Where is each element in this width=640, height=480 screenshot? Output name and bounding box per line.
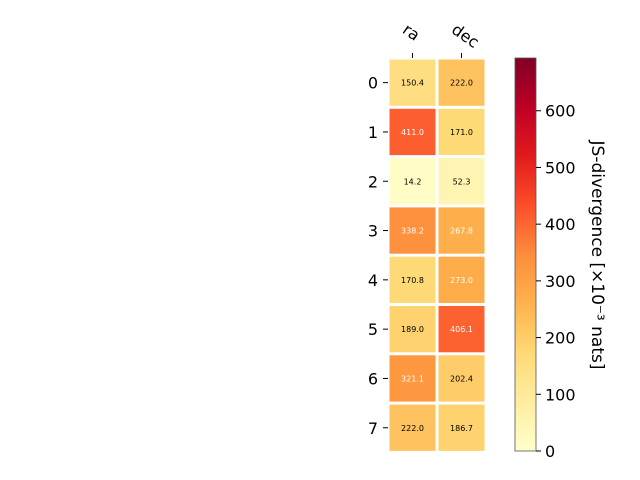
row-tick-label: 2 [368,172,378,191]
colorbar-tick-label: 100 [545,385,576,404]
heatmap-cell [438,355,485,402]
column-axis: ra dec [399,20,483,58]
colorbar-tick-label: 300 [545,272,576,291]
cell-value-label: 406.1 [450,325,473,334]
row-tick-label: 4 [368,271,378,290]
row-tick-label: 1 [368,123,378,142]
cell-value-label: 267.8 [450,227,473,236]
heatmap-cell [389,355,436,402]
heatmap-cell [438,108,485,156]
colorbar-label: JS-divergence [×10⁻³ nats] [587,140,607,370]
column-tick-label: dec [448,20,482,52]
row-tick-label: 0 [368,74,378,93]
row-tick-label: 5 [368,320,378,339]
row-axis: 0 1 2 3 4 5 6 7 [368,74,388,438]
heatmap-cell [438,158,485,205]
cell-value-label: 411.0 [401,128,424,137]
colorbar-tick-label: 500 [545,158,576,177]
cell-value-label: 222.0 [401,424,424,433]
cell-value-label: 202.4 [450,374,473,383]
colorbar: 0 100 200 300 400 500 600 [514,57,576,461]
column-tick-label: ra [399,20,423,45]
cell-value-label: 170.8 [401,276,424,285]
cell-value-label: 189.0 [401,325,424,334]
heatmap-cell [389,108,436,156]
heatmap-cell [438,306,485,353]
colorbar-tick-label: 200 [545,329,576,348]
cell-value-labels: 150.4 222.0 411.0 171.0 14.2 52.3 338.2 267.8 17… [401,79,473,433]
heatmap-cell [389,158,436,205]
cell-value-label: 222.0 [450,79,473,88]
colorbar-tick-label: 400 [545,215,576,234]
heatmap-cells [389,59,485,451]
heatmap-cell [438,207,485,254]
heatmap-cell [389,256,436,303]
cell-value-label: 321.1 [401,374,424,383]
heatmap-cell [389,207,436,254]
heatmap-cell [389,306,436,353]
cell-value-label: 186.7 [450,424,473,433]
row-tick-label: 3 [368,222,378,241]
cell-value-label: 14.2 [404,177,422,186]
colorbar-tick-label: 0 [545,442,555,461]
heatmap-cell [438,256,485,303]
cell-value-label: 273.0 [450,276,473,285]
heatmap-cell [438,404,485,451]
cell-value-label: 171.0 [450,128,473,137]
heatmap-cell [438,59,485,106]
cell-value-label: 52.3 [453,177,471,186]
row-tick-label: 6 [368,369,378,388]
cell-value-label: 338.2 [401,227,424,236]
colorbar-tick-label: 600 [545,102,576,121]
cell-value-label: 150.4 [401,79,424,88]
heatmap-cell [389,404,436,451]
heatmap-cell [389,59,436,106]
colorbar-gradient [514,57,537,452]
row-tick-label: 7 [368,419,378,438]
